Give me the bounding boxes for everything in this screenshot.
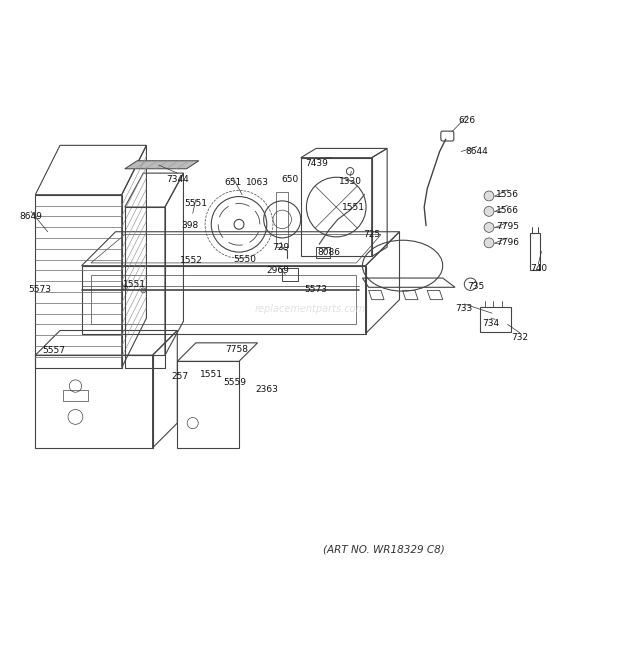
Text: 1566: 1566 <box>496 206 519 215</box>
Text: 5551: 5551 <box>184 200 207 208</box>
Text: 651: 651 <box>224 178 241 187</box>
Text: 257: 257 <box>172 372 189 381</box>
Text: 725: 725 <box>363 230 380 239</box>
Text: 1552: 1552 <box>180 256 203 264</box>
Bar <box>530 233 540 270</box>
Text: 729: 729 <box>272 243 290 252</box>
Text: (ART NO. WR18329 C8): (ART NO. WR18329 C8) <box>323 545 445 555</box>
Text: 7795: 7795 <box>496 222 519 231</box>
Text: 1330: 1330 <box>339 176 361 186</box>
Circle shape <box>484 238 494 248</box>
Circle shape <box>347 167 354 175</box>
Circle shape <box>484 223 494 233</box>
Text: 735: 735 <box>467 282 484 291</box>
Text: 1556: 1556 <box>496 190 519 199</box>
Circle shape <box>122 285 127 290</box>
Bar <box>63 391 88 401</box>
Text: 2363: 2363 <box>255 385 278 394</box>
Text: 626: 626 <box>459 116 476 125</box>
Text: 733: 733 <box>456 305 473 313</box>
Polygon shape <box>125 161 199 169</box>
Text: 2969: 2969 <box>267 266 290 274</box>
Text: 734: 734 <box>482 319 499 328</box>
Text: 5557: 5557 <box>42 346 65 356</box>
Text: 5559: 5559 <box>223 379 246 387</box>
Text: 5550: 5550 <box>234 255 257 264</box>
Text: 7796: 7796 <box>496 238 519 247</box>
Text: 1551: 1551 <box>123 280 146 289</box>
Text: 5573: 5573 <box>304 285 328 293</box>
Text: 8644: 8644 <box>465 147 488 156</box>
Text: 732: 732 <box>512 333 528 342</box>
Bar <box>480 307 511 332</box>
Circle shape <box>141 288 146 293</box>
Text: 740: 740 <box>530 264 547 273</box>
Text: 1063: 1063 <box>246 178 269 187</box>
Bar <box>316 247 330 258</box>
Circle shape <box>484 206 494 216</box>
Bar <box>276 192 288 247</box>
Text: 5573: 5573 <box>29 285 52 293</box>
Text: 1551: 1551 <box>342 202 365 212</box>
Text: 650: 650 <box>281 175 299 184</box>
Text: 8086: 8086 <box>317 248 340 256</box>
Text: 7758: 7758 <box>226 344 249 354</box>
Text: 8649: 8649 <box>20 212 42 221</box>
Text: 7344: 7344 <box>166 175 188 184</box>
Bar <box>282 268 298 281</box>
Text: replacementparts.com: replacementparts.com <box>254 304 366 314</box>
Text: 1551: 1551 <box>200 370 223 379</box>
Text: 7439: 7439 <box>305 159 327 169</box>
Text: 398: 398 <box>181 221 198 230</box>
Circle shape <box>234 219 244 229</box>
Circle shape <box>484 191 494 201</box>
